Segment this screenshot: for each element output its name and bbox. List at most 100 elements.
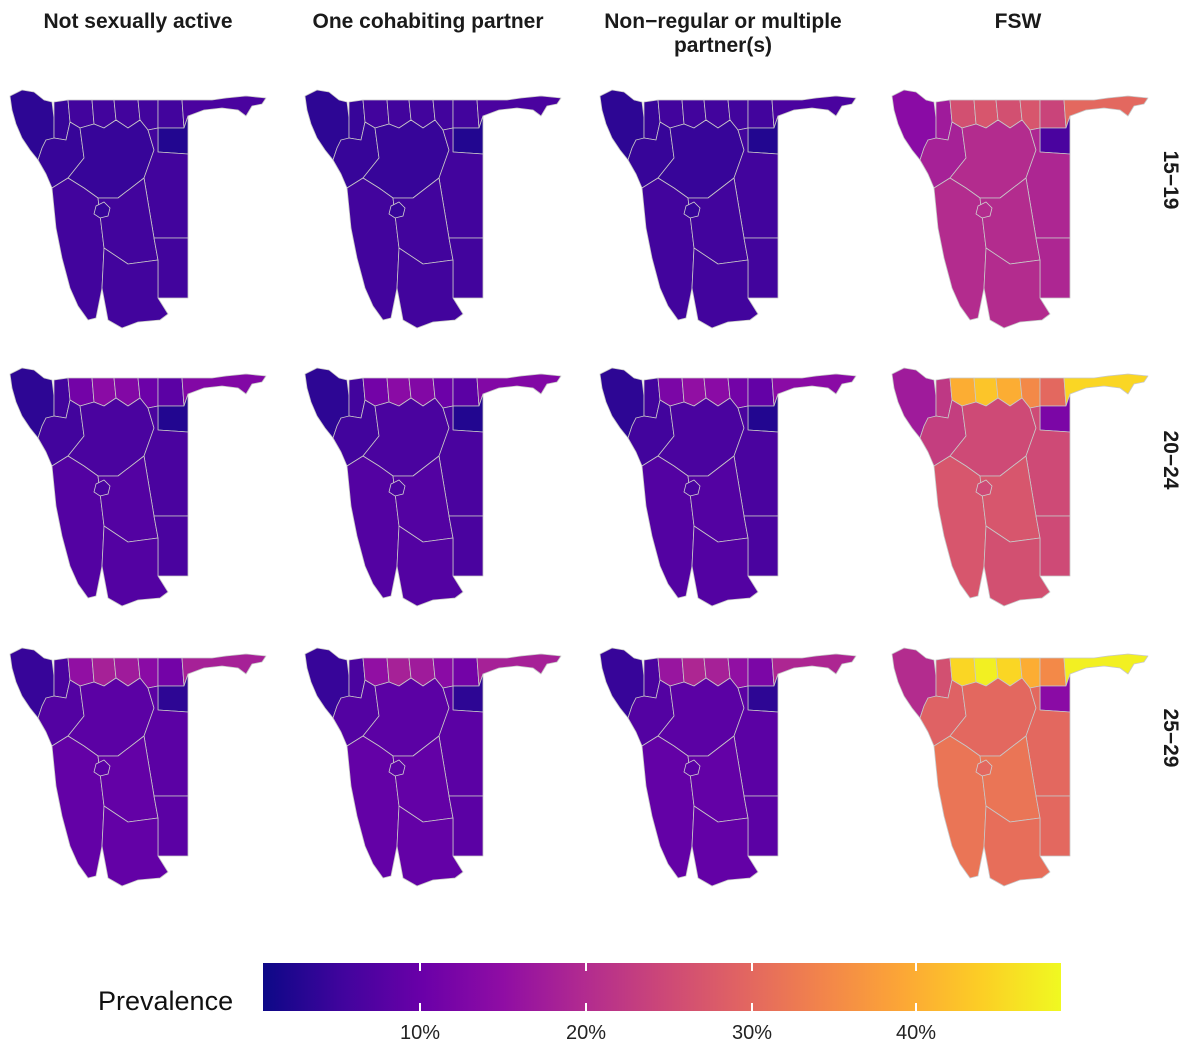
map-one-cohabiting-partner-25-29 (304, 647, 562, 887)
region-strip (1063, 95, 1149, 129)
region-north-e (157, 657, 185, 687)
map-not-sexually-active-15-19 (9, 89, 267, 329)
region-south (396, 805, 464, 887)
region-east (1025, 127, 1071, 239)
region-strip (476, 95, 562, 129)
region-south-west (933, 177, 987, 321)
legend-tick-label-10: 10% (399, 1022, 441, 1044)
region-enclave (683, 479, 701, 497)
region-south (101, 247, 169, 329)
region-strip (181, 373, 267, 407)
region-south-west (641, 177, 695, 321)
column-title-one-cohabiting-partner: One cohabiting partner (312, 10, 544, 33)
region-central-west (919, 679, 967, 747)
row-label-20-24-text: 20−24 (1159, 430, 1182, 490)
region-enclave (93, 759, 111, 777)
region-south (101, 525, 169, 607)
region-central-west (332, 399, 380, 467)
region-enclave (683, 201, 701, 219)
region-enclave (388, 201, 406, 219)
region-south (983, 247, 1051, 329)
region-east (733, 685, 779, 797)
row-label-25-29-text: 25−29 (1159, 708, 1182, 768)
region-central-west (627, 679, 675, 747)
region-central-west (627, 121, 675, 189)
region-east (143, 127, 189, 239)
region-south-west (346, 735, 400, 879)
region-north-e (747, 99, 775, 129)
legend-title: Prevalence (98, 986, 234, 1016)
region-south-east (153, 795, 189, 857)
region-central-west (37, 679, 85, 747)
legend-tick-label-30: 30% (731, 1022, 773, 1044)
region-east (733, 405, 779, 517)
region-north-e (1039, 99, 1067, 129)
region-south (396, 525, 464, 607)
region-south-east (448, 515, 484, 577)
region-strip (1063, 373, 1149, 407)
region-south-west (933, 455, 987, 599)
region-north-e (452, 377, 480, 407)
region-strip (181, 653, 267, 687)
region-south-west (51, 455, 105, 599)
legend-tick-label-40: 40% (895, 1022, 937, 1044)
map-one-cohabiting-partner-20-24 (304, 367, 562, 607)
region-south-east (448, 795, 484, 857)
region-east (438, 127, 484, 239)
region-south-east (1035, 515, 1071, 577)
region-east (438, 685, 484, 797)
region-east (733, 127, 779, 239)
region-central-west (37, 399, 85, 467)
region-north-e (747, 377, 775, 407)
region-north-e (1039, 657, 1067, 687)
region-south-west (641, 455, 695, 599)
region-south-east (153, 237, 189, 299)
region-south (691, 525, 759, 607)
region-enclave (975, 759, 993, 777)
region-south (396, 247, 464, 329)
region-south-east (743, 795, 779, 857)
region-central-west (919, 121, 967, 189)
region-enclave (975, 479, 993, 497)
column-title-non-regular-or-multiple-partners: Non−regular or multiple partner(s) (604, 10, 842, 57)
region-south-west (51, 735, 105, 879)
region-east (1025, 685, 1071, 797)
row-label-25-29: 25−29 (1150, 688, 1190, 788)
region-enclave (975, 201, 993, 219)
region-north-e (1039, 377, 1067, 407)
map-fsw-20-24 (891, 367, 1149, 607)
region-south-west (346, 455, 400, 599)
region-enclave (388, 479, 406, 497)
region-south-east (743, 515, 779, 577)
region-south (983, 805, 1051, 887)
region-south (983, 525, 1051, 607)
region-north-e (157, 377, 185, 407)
region-south-east (743, 237, 779, 299)
region-central-west (332, 121, 380, 189)
region-central-west (627, 399, 675, 467)
region-central-west (919, 399, 967, 467)
region-south-west (933, 735, 987, 879)
legend-colorbar (263, 963, 1061, 1011)
region-north-e (452, 657, 480, 687)
map-not-sexually-active-20-24 (9, 367, 267, 607)
column-title-fsw: FSW (994, 10, 1042, 33)
region-south-west (51, 177, 105, 321)
region-east (143, 405, 189, 517)
region-south-east (1035, 237, 1071, 299)
region-east (143, 685, 189, 797)
region-south (691, 247, 759, 329)
map-non-regular-or-multiple-partners-25-29 (599, 647, 857, 887)
map-one-cohabiting-partner-15-19 (304, 89, 562, 329)
map-non-regular-or-multiple-partners-15-19 (599, 89, 857, 329)
region-south-west (346, 177, 400, 321)
region-strip (476, 373, 562, 407)
region-strip (1063, 653, 1149, 687)
map-non-regular-or-multiple-partners-20-24 (599, 367, 857, 607)
map-not-sexually-active-25-29 (9, 647, 267, 887)
legend-tick-label-20: 20% (565, 1022, 607, 1044)
region-south-east (448, 237, 484, 299)
region-strip (771, 95, 857, 129)
region-strip (771, 373, 857, 407)
map-fsw-15-19 (891, 89, 1149, 329)
